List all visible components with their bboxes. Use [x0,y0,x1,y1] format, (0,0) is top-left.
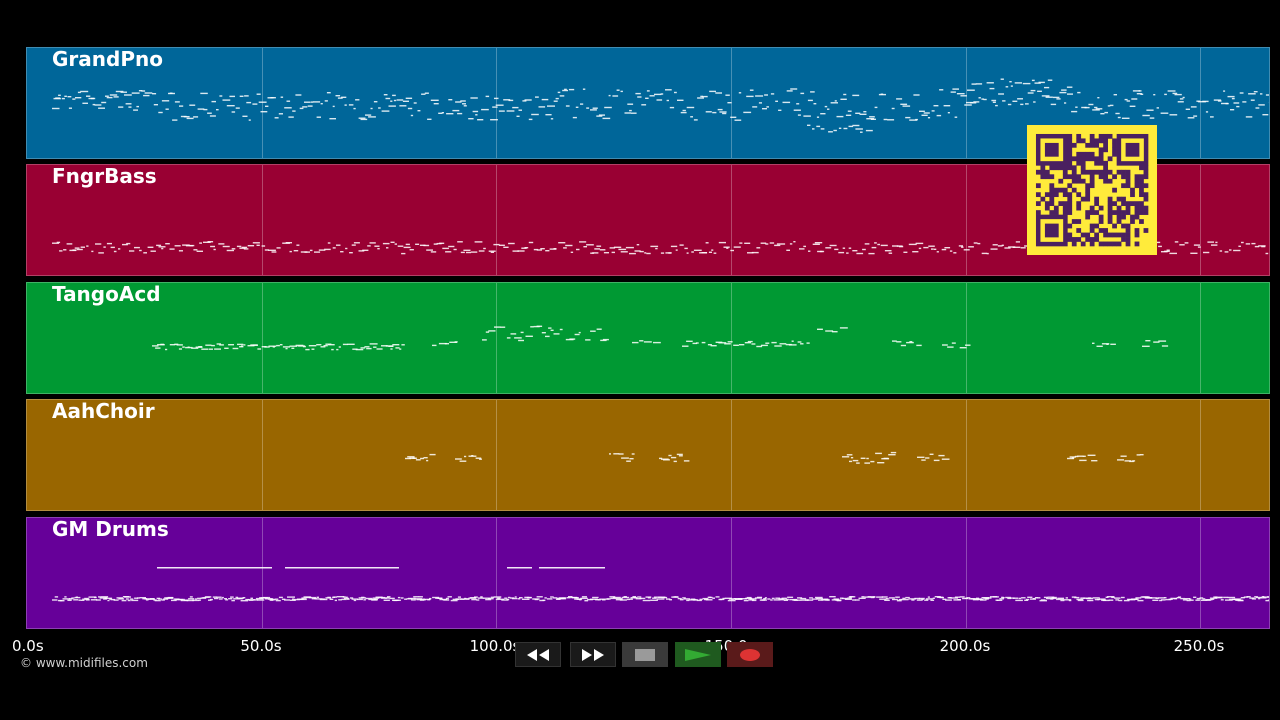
grid-line [496,283,497,393]
grid-line [496,48,497,158]
play-button[interactable] [675,642,721,667]
play-icon [685,648,711,661]
copyright-text: © www.midifiles.com [20,656,148,670]
grid-line [262,283,263,393]
time-tick-label: 200.0s [939,637,991,655]
record-button[interactable] [727,642,773,667]
qr-code-icon [1027,125,1157,255]
track-aahchoir[interactable]: AahChoir [26,399,1270,511]
grid-line [262,48,263,158]
grid-line [1200,165,1201,275]
time-tick-label: 50.0s [240,637,282,655]
grid-line [1200,283,1201,393]
track-name: TangoAcd [52,282,161,306]
note-marks [52,567,1269,602]
grid-line [1200,400,1201,510]
grid-line [262,400,263,510]
grid-line [496,400,497,510]
grid-line [1200,518,1201,628]
track-name: GM Drums [52,517,169,541]
grid-line [731,400,732,510]
time-tick-label: 100.0s [469,637,521,655]
record-icon [740,648,760,661]
time-tick-label: 0.0s [12,637,44,655]
grid-line [262,165,263,275]
fast-forward-icon [582,648,604,661]
rewind-button[interactable] [515,642,561,667]
track-tangoacd[interactable]: TangoAcd [26,282,1270,394]
stop-button[interactable] [622,642,668,667]
track-name: FngrBass [52,164,157,188]
note-marks [152,325,1169,351]
grid-line [731,518,732,628]
grid-line [496,518,497,628]
track-name: AahChoir [52,399,155,423]
track-gm-drums[interactable]: GM Drums [26,517,1270,629]
grid-line [731,165,732,275]
grid-line [966,283,967,393]
rewind-icon [527,648,549,661]
grid-line [1200,48,1201,158]
time-tick-label: 250.0s [1173,637,1225,655]
grid-line [966,400,967,510]
note-marks [52,78,1269,133]
fast-forward-button[interactable] [570,642,616,667]
grid-line [966,518,967,628]
grid-line [731,283,732,393]
transport-controls [511,642,773,667]
note-marks [405,451,1144,464]
track-name: GrandPno [52,47,163,71]
stop-icon [635,648,655,661]
track-grandpno[interactable]: GrandPno [26,47,1270,159]
grid-line [496,165,497,275]
grid-line [966,165,967,275]
grid-line [262,518,263,628]
